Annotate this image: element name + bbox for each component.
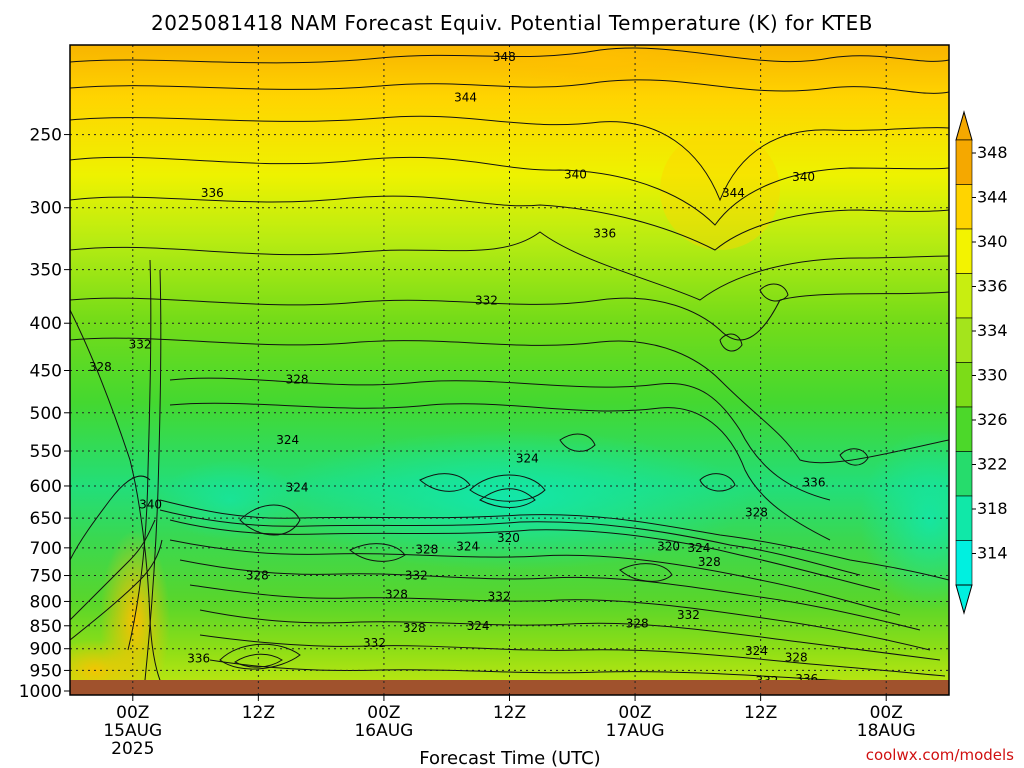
colorbar-label: 314 (977, 544, 1008, 563)
colorbar-label: 330 (977, 366, 1008, 385)
contour-label: 332 (677, 608, 700, 622)
contour-label: 324 (456, 540, 479, 554)
contour-label: 324 (286, 480, 309, 494)
contour-label: 328 (745, 505, 768, 519)
contour-label: 344 (454, 91, 477, 105)
contour-label: 332 (405, 569, 428, 583)
x-tick-label: 00Z (367, 703, 400, 723)
contour-label: 348 (493, 50, 516, 64)
contour-label: 332 (363, 636, 386, 650)
contour-label: 336 (803, 476, 826, 490)
x-tick-label: 12Z (744, 703, 777, 723)
x-tick-label: 2025 (111, 739, 154, 759)
contour-label: 328 (785, 651, 808, 665)
x-tick-label: 00Z (618, 703, 651, 723)
contour-lines (70, 47, 949, 695)
x-tick-label: 12Z (242, 703, 275, 723)
colorbar-label: 334 (977, 321, 1008, 340)
colorbar-segment (955, 540, 973, 586)
cold-core-region-east (860, 430, 949, 610)
contour-label: 328 (415, 543, 438, 557)
y-tick-label: 750 (30, 567, 62, 587)
x-tick-label: 12Z (493, 703, 526, 723)
contour-label: 336 (201, 186, 224, 200)
colorbar-top-arrow (955, 110, 973, 141)
contour-label: 340 (139, 497, 162, 511)
y-tick-label: 550 (30, 442, 62, 462)
y-tick-label: 1000 (19, 682, 62, 702)
colorbar: 348 344 340 336 334 330 326 322 318 314 (955, 110, 1008, 615)
y-tick-label: 450 (30, 361, 62, 381)
y-tick-label: 700 (30, 539, 62, 559)
x-axis-label: Forecast Time (UTC) (419, 748, 600, 768)
colorbar-segment (955, 139, 973, 185)
colorbar-segment (955, 184, 973, 230)
grid-lines (70, 45, 949, 695)
y-tick-label: 250 (30, 126, 62, 146)
contour-label: 336 (187, 651, 210, 665)
colorbar-segment (955, 228, 973, 274)
y-tick-label: 650 (30, 509, 62, 529)
y-tick-label: 900 (30, 640, 62, 660)
warm-trough-region (660, 130, 780, 250)
colorbar-label: 326 (977, 410, 1008, 429)
contour-label: 332 (475, 294, 498, 308)
colorbar-bottom-arrow (955, 584, 973, 615)
colorbar-label: 340 (977, 232, 1008, 251)
contour-label: 328 (403, 621, 426, 635)
x-tick-label: 18AUG (857, 721, 916, 741)
contour-label: 340 (792, 170, 815, 184)
y-tick-label: 350 (30, 261, 62, 281)
cold-core-region-west (160, 460, 300, 540)
y-tick-label: 400 (30, 314, 62, 334)
y-axis: 250 300 350 400 450 500 550 600 650 700 750 800 850 9… (19, 126, 70, 702)
chart-title: 2025081418 NAM Forecast Equiv. Potential… (151, 11, 873, 35)
credit-text: coolwx.com/models (866, 746, 1014, 764)
y-tick-label: 600 (30, 477, 62, 497)
contour-label: 324 (516, 451, 539, 465)
colorbar-segment (955, 406, 973, 452)
y-tick-label: 500 (30, 404, 62, 424)
contour-label: 328 (698, 555, 721, 569)
contour-label: 324 (745, 644, 768, 658)
x-tick-label: 15AUG (103, 721, 162, 741)
x-tick-label: 00Z (116, 703, 149, 723)
colorbar-label: 344 (977, 188, 1008, 207)
contour-label: 328 (626, 616, 649, 630)
colorbar-segment (955, 451, 973, 497)
contour-label: 328 (286, 372, 309, 386)
contour-label: 344 (722, 186, 745, 200)
x-tick-label: 00Z (870, 703, 903, 723)
colorbar-segment (955, 317, 973, 363)
colorbar-segment (955, 273, 973, 319)
colorbar-segment (955, 495, 973, 541)
contour-label: 320 (657, 540, 680, 554)
colorbar-label: 336 (977, 277, 1008, 296)
contour-label: 324 (276, 433, 299, 447)
colorbar-label: 318 (977, 499, 1008, 518)
contour-label: 332 (488, 589, 511, 603)
x-tick-label: 17AUG (606, 721, 665, 741)
contour-label: 324 (687, 541, 710, 555)
contour-label: 340 (564, 167, 587, 181)
colorbar-segment (955, 362, 973, 408)
x-tick-label: 16AUG (354, 721, 413, 741)
colorbar-label: 322 (977, 455, 1008, 474)
contour-label: 336 (593, 227, 616, 241)
y-tick-label: 800 (30, 592, 62, 612)
y-tick-label: 300 (30, 199, 62, 219)
contour-label: 328 (385, 587, 408, 601)
y-tick-label: 850 (30, 617, 62, 637)
contour-label: 328 (89, 360, 112, 374)
y-tick-label: 950 (30, 661, 62, 681)
contour-label: 320 (497, 531, 520, 545)
contour-label: 332 (129, 338, 152, 352)
colorbar-label: 348 (977, 143, 1008, 162)
